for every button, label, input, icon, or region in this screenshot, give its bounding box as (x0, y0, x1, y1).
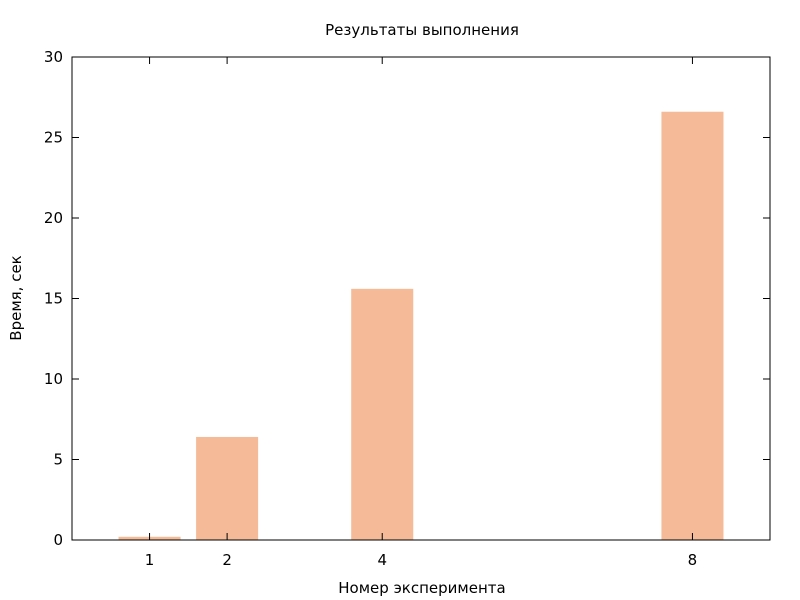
bars-group (118, 111, 724, 541)
x-tick-label: 1 (145, 551, 155, 569)
y-axis-label: Время, сек (7, 255, 25, 340)
x-tick-label: 8 (688, 551, 698, 569)
bar-8 (661, 111, 724, 541)
y-tick-label: 5 (53, 451, 63, 469)
y-tick-label: 0 (53, 531, 63, 549)
y-axis: 0 5 10 15 20 25 30 (44, 48, 770, 549)
x-axis-label: Номер эксперимента (338, 579, 505, 597)
y-tick-label: 20 (44, 209, 63, 227)
y-tick-label: 10 (44, 370, 63, 388)
x-axis: 1 2 4 8 (145, 57, 697, 569)
bar-4 (351, 288, 414, 540)
y-tick-label: 30 (44, 48, 63, 66)
bar-2 (196, 436, 259, 540)
y-tick-label: 15 (44, 290, 63, 308)
chart-title: Результаты выполнения (325, 21, 519, 39)
x-tick-label: 4 (377, 551, 387, 569)
y-tick-label: 25 (44, 129, 63, 147)
x-tick-label: 2 (222, 551, 232, 569)
